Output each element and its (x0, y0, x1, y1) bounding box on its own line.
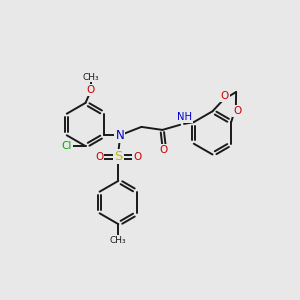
Text: O: O (133, 152, 141, 162)
Text: NH: NH (177, 112, 192, 122)
Text: O: O (233, 106, 242, 116)
Text: O: O (221, 91, 229, 101)
Text: CH₃: CH₃ (82, 73, 99, 82)
Text: O: O (87, 85, 95, 95)
Text: CH₃: CH₃ (110, 236, 127, 244)
Text: O: O (95, 152, 104, 162)
Text: N: N (116, 129, 124, 142)
Text: S: S (114, 150, 122, 164)
Text: Cl: Cl (61, 141, 72, 151)
Text: O: O (160, 145, 168, 155)
